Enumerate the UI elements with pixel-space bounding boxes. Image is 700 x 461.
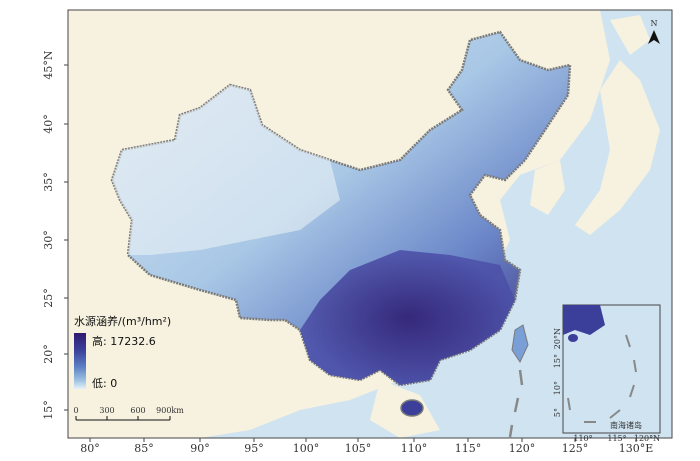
lat-tick-label: 15° (42, 400, 55, 420)
longitude-ticks: 80° 85° 90° 95° 100° 105° 110° 115° 120° 125° 130°… (80, 438, 653, 455)
lon-tick-label: 130°E (619, 442, 654, 455)
map-frame (67, 9, 673, 439)
high-conservation-region (300, 250, 515, 385)
taiwan-island (511, 324, 529, 364)
legend: 水源涵养/(m³/hm²) 高: 17232.6 低: 0 (74, 314, 171, 390)
lon-tick-label: 80° (80, 442, 100, 455)
inset-lat-10: 10° (553, 381, 562, 395)
lon-tick-label: 120° (509, 442, 536, 455)
inset-label: 南海诸岛 (610, 420, 642, 430)
lon-tick-label: 115° (455, 442, 482, 455)
inset-hainan (568, 334, 578, 342)
scale-label-900: 900km (156, 406, 184, 415)
legend-title: 水源涵养/(m³/hm²) (74, 314, 171, 328)
lon-tick-label: 90° (190, 442, 210, 455)
south-china-sea-inset: 南海诸岛 20°N 15° 10° 5° 110° 115° 120°N (553, 304, 661, 443)
svg-text:N: N (651, 19, 658, 28)
lon-tick-label: 105° (345, 442, 372, 455)
lat-tick-label: 25° (42, 288, 55, 308)
lon-tick-label: 95° (244, 442, 264, 455)
legend-low-label: 低: 0 (92, 377, 117, 390)
lon-tick-label: 85° (134, 442, 154, 455)
lat-tick-label: 20° (42, 344, 55, 364)
hainan-island (400, 399, 424, 417)
korea-land (530, 160, 565, 215)
legend-high-label: 高: 17232.6 (92, 334, 156, 348)
lat-tick-label: 40° (42, 114, 55, 134)
low-conservation-region (112, 85, 340, 255)
legend-colorbar (74, 333, 86, 389)
nine-dash-line (508, 369, 524, 438)
scale-bar: 0 300 600 900km (73, 406, 184, 421)
scale-label-600: 600 (130, 406, 145, 415)
inset-lat-20: 20°N (553, 328, 562, 349)
latitude-ticks: 45°N 40° 35° 30° 25° 20° 15° (42, 50, 68, 420)
lat-tick-label: 45°N (42, 50, 55, 79)
japan-land (575, 60, 660, 235)
inset-lat-5: 5° (553, 408, 562, 417)
lon-tick-label: 125° (562, 442, 589, 455)
scale-label-0: 0 (73, 406, 78, 415)
inset-mainland (563, 305, 605, 335)
sakhalin-land (610, 15, 650, 55)
lon-tick-label: 110° (401, 442, 428, 455)
inset-lon-110: 110° (573, 434, 592, 443)
inset-nine-dash-line (567, 334, 637, 423)
north-arrow-icon: N (648, 19, 660, 44)
inset-lon-120: 120°N (634, 434, 660, 443)
scale-label-300: 300 (99, 406, 114, 415)
lon-tick-label: 100° (293, 442, 320, 455)
inset-lon-115: 115° (607, 434, 626, 443)
inset-lat-15: 15° (553, 354, 562, 368)
lat-tick-label: 30° (42, 230, 55, 250)
lat-tick-label: 35° (42, 172, 55, 192)
